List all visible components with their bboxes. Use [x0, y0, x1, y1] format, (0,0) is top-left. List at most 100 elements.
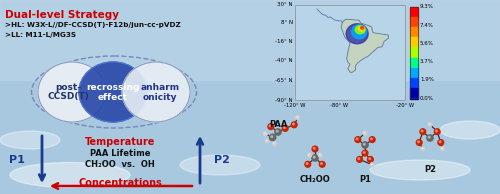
- Circle shape: [362, 142, 368, 148]
- Text: 1.9%: 1.9%: [420, 77, 434, 82]
- Text: PAA Lifetime: PAA Lifetime: [90, 149, 150, 158]
- Circle shape: [292, 123, 294, 125]
- Text: 3.7%: 3.7%: [420, 59, 434, 64]
- Bar: [410, 37, 418, 48]
- Ellipse shape: [0, 131, 60, 149]
- Ellipse shape: [358, 26, 364, 31]
- Ellipse shape: [10, 163, 130, 187]
- Circle shape: [421, 130, 423, 132]
- Circle shape: [420, 129, 426, 135]
- Circle shape: [370, 138, 372, 140]
- Bar: [410, 58, 418, 68]
- Circle shape: [368, 157, 374, 162]
- Circle shape: [318, 153, 322, 157]
- Text: 5.6%: 5.6%: [420, 41, 434, 46]
- Bar: [295, 5, 405, 100]
- Text: CCSD(T): CCSD(T): [47, 93, 89, 101]
- Text: >LL: M11-L/MG3S: >LL: M11-L/MG3S: [5, 32, 76, 38]
- Circle shape: [421, 147, 425, 151]
- Text: P1: P1: [9, 155, 25, 165]
- Circle shape: [439, 141, 441, 143]
- Circle shape: [369, 158, 370, 159]
- Text: PAA: PAA: [269, 120, 287, 129]
- Text: -40° N: -40° N: [276, 58, 293, 63]
- Bar: [410, 7, 418, 18]
- Ellipse shape: [38, 62, 106, 122]
- Text: 9.3%: 9.3%: [420, 4, 434, 10]
- Bar: [0, 0, 500, 80]
- Circle shape: [308, 153, 312, 157]
- Circle shape: [416, 140, 422, 145]
- Circle shape: [428, 123, 432, 126]
- Ellipse shape: [122, 62, 190, 122]
- Circle shape: [428, 136, 430, 138]
- Ellipse shape: [346, 24, 368, 44]
- Circle shape: [418, 141, 420, 143]
- Bar: [410, 78, 418, 88]
- Circle shape: [362, 150, 368, 156]
- Circle shape: [429, 123, 430, 125]
- Ellipse shape: [360, 26, 364, 29]
- Text: 8° N: 8° N: [281, 20, 293, 25]
- Text: -20° W: -20° W: [396, 103, 414, 108]
- Circle shape: [265, 139, 269, 143]
- Circle shape: [370, 137, 375, 142]
- Circle shape: [364, 143, 365, 145]
- Circle shape: [320, 163, 322, 165]
- Circle shape: [271, 136, 273, 138]
- Circle shape: [276, 130, 278, 132]
- Text: 30° N: 30° N: [278, 3, 293, 8]
- Circle shape: [268, 124, 274, 129]
- Circle shape: [275, 129, 281, 135]
- Circle shape: [269, 125, 271, 127]
- Circle shape: [296, 116, 300, 120]
- Text: anharm: anharm: [140, 82, 179, 92]
- Text: CH₂OO: CH₂OO: [300, 175, 330, 184]
- Circle shape: [272, 142, 276, 146]
- Circle shape: [266, 140, 268, 141]
- Text: -65° N: -65° N: [276, 78, 293, 83]
- Text: -80° W: -80° W: [330, 103, 348, 108]
- Circle shape: [371, 164, 372, 165]
- Circle shape: [270, 134, 276, 140]
- Ellipse shape: [180, 155, 260, 175]
- Circle shape: [364, 152, 365, 153]
- Text: 0.0%: 0.0%: [420, 95, 434, 100]
- Circle shape: [440, 147, 444, 151]
- Text: -16° N: -16° N: [276, 39, 293, 44]
- Polygon shape: [341, 19, 388, 72]
- Ellipse shape: [79, 62, 147, 122]
- Text: 7.4%: 7.4%: [420, 23, 434, 28]
- Text: onicity: onicity: [143, 93, 177, 101]
- Circle shape: [282, 126, 288, 131]
- Circle shape: [296, 117, 298, 118]
- Circle shape: [312, 146, 318, 152]
- Bar: [410, 17, 418, 28]
- Ellipse shape: [370, 160, 470, 180]
- Circle shape: [312, 155, 318, 161]
- Circle shape: [306, 163, 308, 165]
- Text: post-: post-: [55, 82, 81, 92]
- Bar: [295, 5, 405, 100]
- Text: Dual-level Strategy: Dual-level Strategy: [5, 10, 119, 20]
- Circle shape: [305, 161, 310, 167]
- Text: Concentrations: Concentrations: [78, 178, 162, 188]
- Text: >HL: W3X-L//DF-CCSD(T)-F12b/jun-cc-pVDZ: >HL: W3X-L//DF-CCSD(T)-F12b/jun-cc-pVDZ: [5, 22, 181, 28]
- Circle shape: [436, 130, 438, 132]
- Bar: [410, 68, 418, 78]
- Bar: [410, 88, 418, 99]
- Circle shape: [356, 138, 358, 140]
- Circle shape: [363, 131, 367, 135]
- Circle shape: [314, 147, 315, 149]
- Circle shape: [438, 140, 444, 145]
- Ellipse shape: [355, 26, 365, 34]
- Ellipse shape: [352, 25, 366, 39]
- Circle shape: [370, 163, 374, 167]
- Text: effect: effect: [98, 93, 128, 101]
- Circle shape: [314, 156, 315, 158]
- Bar: [410, 27, 418, 38]
- Circle shape: [264, 132, 268, 136]
- Text: P1: P1: [359, 175, 371, 184]
- Text: CH₂OO  vs.  OH: CH₂OO vs. OH: [85, 160, 155, 169]
- Circle shape: [320, 161, 325, 167]
